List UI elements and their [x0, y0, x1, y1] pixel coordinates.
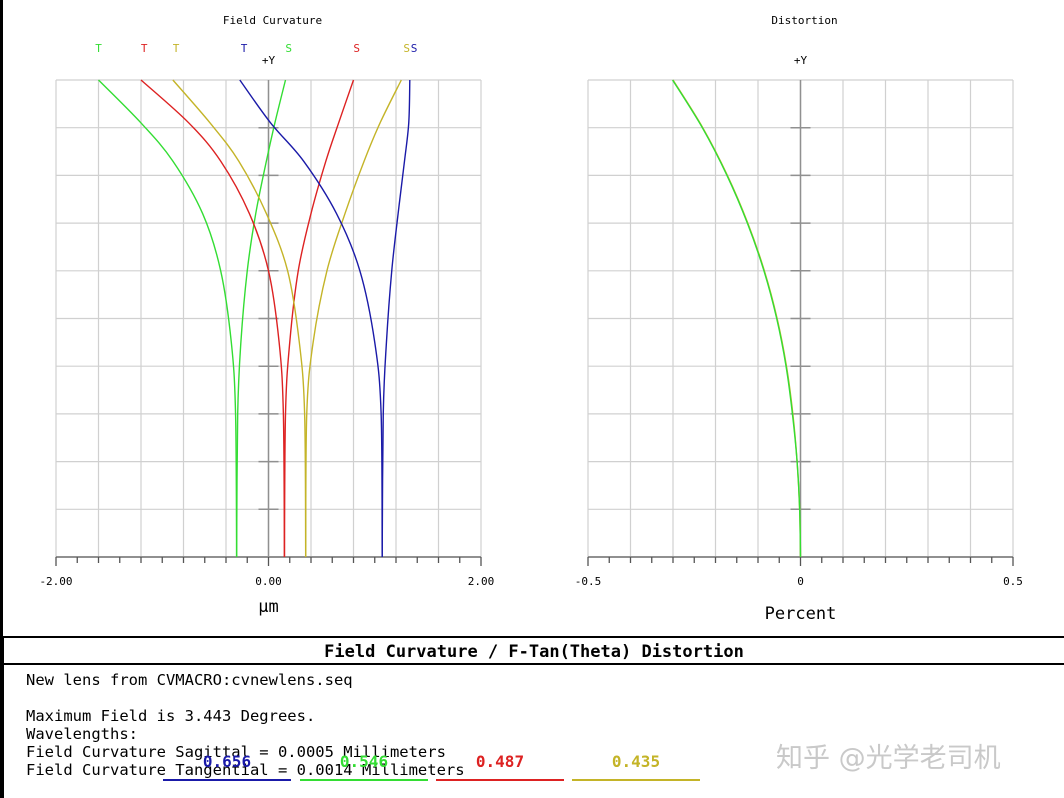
x-tick-label: 0.00 — [255, 575, 282, 588]
fc-x-label: µm — [258, 597, 278, 617]
wavelength-line-656 — [163, 779, 291, 781]
window-left-border — [0, 0, 3, 798]
dist-curve-green-1 — [671, 79, 802, 558]
legend-marker-t-red: T — [141, 42, 148, 55]
legend-marker-s-blue: S — [411, 42, 418, 55]
legend-marker-t-blue: T — [241, 42, 248, 55]
legend-marker-t-green: T — [95, 42, 102, 55]
info-lens-name: New lens from CVMACRO:cvnewlens.seq — [26, 671, 353, 689]
fc-curve-red-2 — [140, 79, 286, 558]
wavelength-line-435 — [572, 779, 700, 781]
info-wavelengths-heading: Wavelengths: — [26, 725, 138, 743]
fc-y-label: +Y — [262, 54, 276, 67]
fc-curve-green-0 — [98, 79, 238, 558]
x-tick-label: 0.5 — [1003, 575, 1023, 588]
fc-curve-yellow-4 — [172, 79, 307, 558]
dist-x-label: Percent — [765, 604, 837, 624]
legend-marker-s-green: S — [285, 42, 292, 55]
fc-title: Field Curvature — [223, 14, 322, 27]
wavelength-label-656: 0.656 — [202, 752, 252, 771]
info-title: Field Curvature / F-Tan(Theta) Distortio… — [4, 638, 1064, 665]
wavelength-label-435: 0.435 — [611, 752, 661, 771]
info-panel: Field Curvature / F-Tan(Theta) Distortio… — [2, 636, 1064, 798]
info-max-field: Maximum Field is 3.443 Degrees. — [26, 707, 316, 725]
dist-title: Distortion — [771, 14, 837, 27]
legend-marker-s-yellow: S — [403, 42, 410, 55]
x-tick-label: -2.00 — [39, 575, 72, 588]
fc-curve-blue-6 — [239, 79, 383, 558]
wavelength-label-487: 0.487 — [475, 752, 525, 771]
dist-y-label: +Y — [794, 54, 808, 67]
x-tick-label: 0 — [797, 575, 804, 588]
wavelength-line-546 — [300, 779, 428, 781]
x-tick-label: -0.5 — [575, 575, 602, 588]
wavelength-label-546: 0.546 — [339, 752, 389, 771]
watermark: 知乎 @光学老司机 — [776, 743, 1001, 774]
fc-curve-blue-7 — [381, 79, 411, 558]
x-tick-label: 2.00 — [468, 575, 495, 588]
wavelength-line-487 — [436, 779, 564, 781]
distortion-plot: -0.5 0 0.5 Distortion +Y Percent — [575, 14, 1023, 624]
legend-marker-t-yellow: T — [173, 42, 180, 55]
info-sagittal: Field Curvature Sagittal = 0.0005 Millim… — [26, 743, 446, 761]
fc-curve-green-1 — [235, 79, 287, 558]
fc-curve-yellow-5 — [304, 79, 402, 558]
fc-curve-red-3 — [283, 79, 355, 558]
legend-marker-s-red: S — [353, 42, 360, 55]
info-tangential: Field Curvature Tangential = 0.0014 Mill… — [26, 761, 465, 779]
